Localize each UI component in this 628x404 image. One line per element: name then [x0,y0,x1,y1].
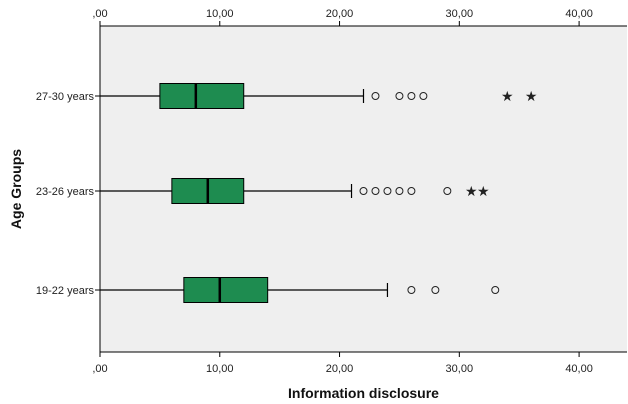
top-tick-label: 10,00 [206,8,234,20]
extreme-point: ★ [465,184,478,200]
outlier-point [443,187,452,195]
outlier-point [395,92,404,100]
outlier-point [491,286,500,294]
top-axis: ,00 10,00 20,00 30,00 40,00 [92,8,593,26]
outlier-point [431,286,440,294]
box-group: ★ ★ [100,178,490,204]
top-tick-label: 20,00 [326,8,354,20]
x-axis-title: Information disclosure [288,385,439,401]
bottom-axis: ,00 10,00 20,00 30,00 40,00 [92,352,593,375]
outlier-point [359,187,368,195]
outlier-point [383,187,392,195]
outlier-point [419,92,428,100]
box-series: ★ ★★ ★ [100,83,538,303]
extreme-point: ★ [525,89,538,105]
outlier-point [395,187,404,195]
bottom-tick-label: 20,00 [326,363,354,375]
box [159,83,245,109]
bottom-tick-label: 30,00 [446,363,474,375]
bottom-tick-label: 40,00 [565,363,593,375]
outlier-point [371,187,380,195]
top-tick-label: 30,00 [446,8,474,20]
y-axis: 27-30 years 23-26 years 19-22 years [36,91,100,297]
top-tick-label: 40,00 [565,8,593,20]
bottom-tick-label: 10,00 [206,363,234,375]
outlier-point [407,286,416,294]
outlier-point [371,92,380,100]
y-axis-title: Age Groups [8,149,24,229]
extreme-point: ★ [501,89,514,105]
box-group [100,277,500,303]
y-tick-label: 27-30 years [36,91,95,103]
top-tick-label: ,00 [92,8,107,20]
box [183,277,269,303]
bottom-tick-label: ,00 [92,363,107,375]
outlier-point [407,187,416,195]
box-group: ★ ★ [100,83,538,109]
y-tick-label: 19-22 years [36,285,95,297]
extreme-point: ★ [477,184,490,200]
y-tick-label: 23-26 years [36,186,95,198]
outlier-point [407,92,416,100]
